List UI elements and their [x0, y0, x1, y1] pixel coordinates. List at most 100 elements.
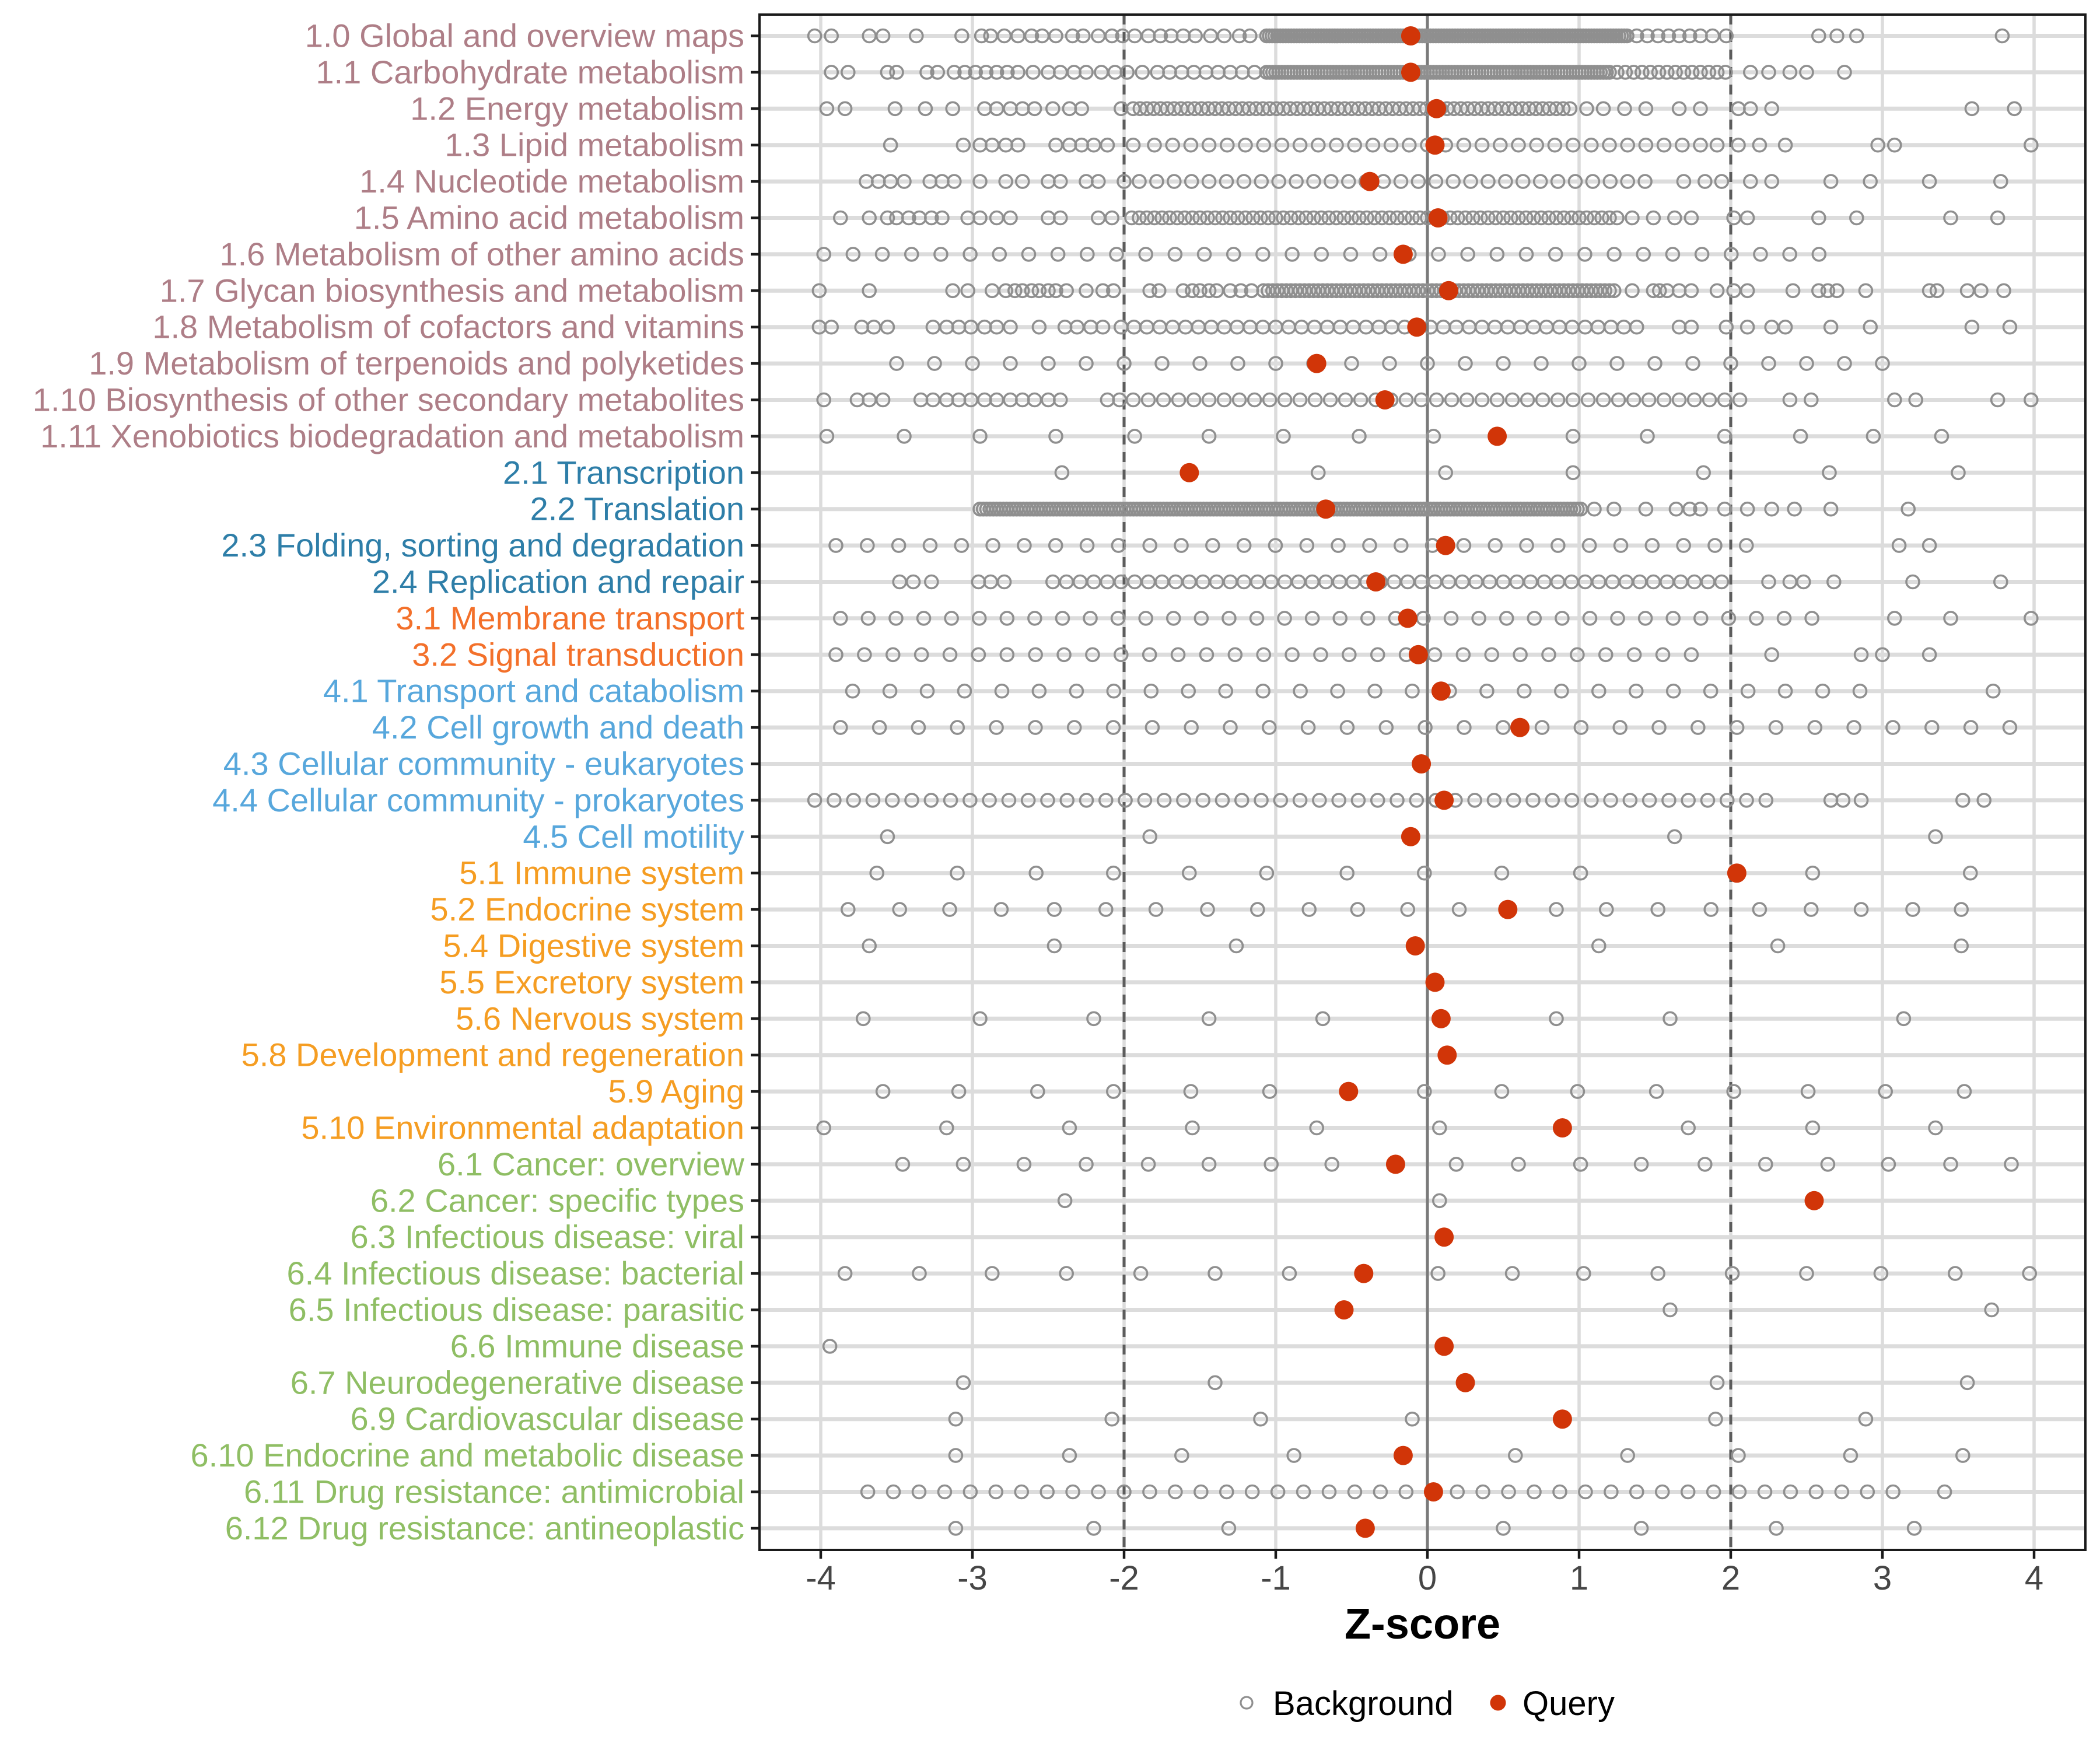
background-point — [1518, 247, 1534, 262]
background-point — [1233, 283, 1248, 299]
background-point — [1475, 1484, 1490, 1500]
background-point — [1249, 611, 1265, 626]
background-point — [1625, 210, 1640, 226]
background-point — [1432, 1193, 1447, 1209]
background-point — [1548, 247, 1563, 262]
background-point — [1277, 611, 1292, 626]
background-point — [1858, 283, 1874, 299]
background-point — [1104, 28, 1119, 44]
background-point — [1852, 683, 1868, 699]
background-point — [1148, 902, 1164, 917]
background-point — [1853, 902, 1869, 917]
background-point — [1183, 1084, 1199, 1099]
background-point — [1156, 392, 1171, 408]
background-point — [1238, 137, 1253, 153]
background-point — [1849, 28, 1864, 44]
background-point — [884, 793, 900, 808]
background-point — [1534, 356, 1549, 371]
background-point — [1152, 283, 1167, 299]
background-point — [1405, 683, 1420, 699]
background-point — [1274, 137, 1290, 153]
background-point — [1815, 683, 1831, 699]
background-point — [1079, 538, 1095, 553]
background-point — [1787, 501, 1802, 517]
background-point — [1622, 793, 1638, 808]
background-point — [1339, 865, 1354, 881]
x-tick-label: -4 — [806, 1559, 836, 1597]
background-point — [1709, 283, 1725, 299]
panel-border — [758, 13, 2087, 1551]
background-point — [1341, 174, 1356, 189]
background-point — [1768, 720, 1784, 735]
background-point — [883, 137, 898, 153]
background-point — [1629, 319, 1644, 335]
background-point — [1668, 65, 1683, 80]
background-point — [1948, 1266, 1963, 1281]
background-point — [1511, 1157, 1526, 1172]
background-point — [1250, 902, 1265, 917]
query-point — [1425, 135, 1445, 155]
background-point — [1693, 65, 1708, 80]
background-point — [1003, 356, 1018, 371]
background-point — [1602, 137, 1617, 153]
background-point — [1626, 65, 1642, 80]
background-point — [1534, 210, 1549, 226]
background-point — [1829, 283, 1845, 299]
query-point — [1727, 863, 1746, 883]
background-point — [1214, 793, 1230, 808]
background-point — [1098, 793, 1114, 808]
background-point — [1027, 101, 1042, 117]
background-point — [1247, 392, 1262, 408]
background-point — [1143, 683, 1159, 699]
background-point — [1201, 429, 1217, 444]
background-point — [1456, 137, 1472, 153]
background-point — [985, 1266, 1000, 1281]
background-point — [1633, 1157, 1649, 1172]
background-point — [968, 65, 983, 80]
background-point — [1579, 101, 1594, 117]
background-point — [1125, 392, 1141, 408]
background-point — [1617, 101, 1632, 117]
background-point — [1289, 174, 1304, 189]
background-point — [1570, 1084, 1586, 1099]
background-point — [1154, 356, 1170, 371]
background-point — [1878, 1084, 1893, 1099]
background-point — [1682, 501, 1698, 517]
background-point — [1291, 210, 1306, 226]
background-point — [923, 793, 939, 808]
background-point — [1271, 174, 1286, 189]
background-point — [1448, 1157, 1464, 1172]
background-point — [889, 356, 904, 371]
background-point — [1256, 647, 1271, 663]
background-point — [880, 210, 895, 226]
background-point — [1111, 538, 1126, 553]
background-point — [1138, 247, 1153, 262]
background-point — [948, 1411, 964, 1427]
background-point — [1693, 611, 1709, 626]
background-point — [1171, 392, 1186, 408]
background-point — [1201, 174, 1217, 189]
background-point — [816, 247, 831, 262]
background-point — [1498, 174, 1513, 189]
background-point — [1409, 793, 1424, 808]
background-point — [1620, 1448, 1635, 1463]
background-point — [1484, 647, 1500, 663]
background-point — [1336, 210, 1352, 226]
background-point — [1671, 101, 1687, 117]
background-point — [1986, 683, 2001, 699]
background-point — [1455, 647, 1471, 663]
category-label: 1.3 Lipid metabolism — [444, 127, 744, 163]
background-point — [922, 538, 938, 553]
background-point — [1846, 720, 1861, 735]
background-point — [2024, 611, 2039, 626]
background-point — [824, 65, 839, 80]
category-label: 5.4 Digestive system — [443, 928, 744, 964]
background-point — [1511, 210, 1526, 226]
background-point — [1496, 210, 1511, 226]
query-point — [1307, 354, 1326, 373]
category-label: 2.2 Translation — [530, 491, 744, 527]
background-point — [1255, 247, 1270, 262]
background-point — [1488, 210, 1503, 226]
background-point — [1242, 28, 1258, 44]
background-point — [1994, 28, 2010, 44]
